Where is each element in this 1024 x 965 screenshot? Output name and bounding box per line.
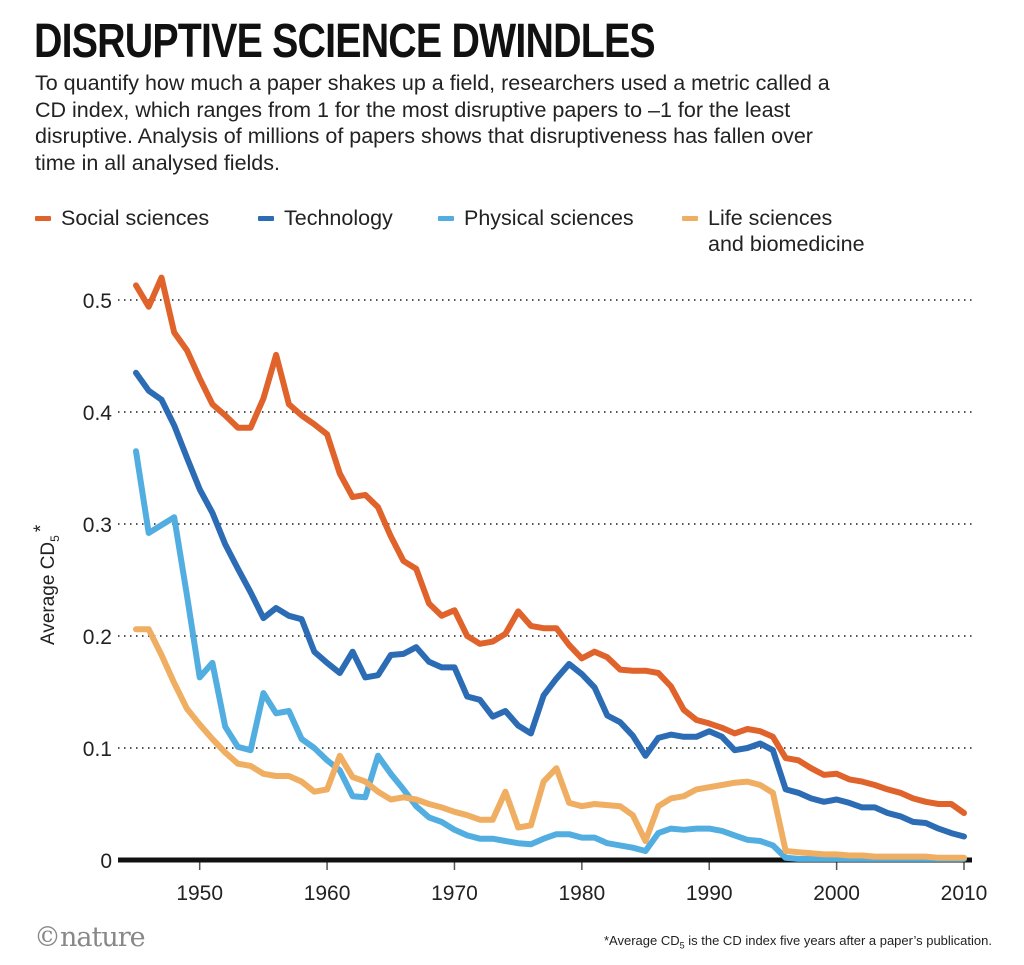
footnote-sub: 5 <box>679 940 685 951</box>
x-tick-label: 1970 <box>431 882 478 905</box>
legend-label: Technology <box>284 206 393 230</box>
x-tick-label: 1950 <box>176 882 223 905</box>
legend-item-physical-sciences: Physical sciences <box>438 205 634 231</box>
legend-item-technology: Technology <box>258 205 393 231</box>
legend-label: Social sciences <box>61 206 210 230</box>
legend-swatch <box>35 216 51 221</box>
series-line-technology <box>133 369 967 840</box>
legend-item-life-sciences: Life sciences and biomedicine <box>682 205 865 257</box>
chart-subtitle: To quantify how much a paper shakes up a… <box>35 71 830 175</box>
nature-logo: ©nature <box>34 922 146 953</box>
y-tick-label: 0.2 <box>83 626 112 649</box>
x-tick-label: 2000 <box>813 882 860 905</box>
footnote: *Average CD5 is the CD index five years … <box>604 933 992 951</box>
x-tick-label: 2010 <box>941 882 988 905</box>
legend-item-social-sciences: Social sciences <box>35 205 209 231</box>
x-tick-label: 1990 <box>686 882 733 905</box>
y-tick-label: 0.3 <box>83 514 112 537</box>
series-line-life-sciences-and-biomedicine <box>133 626 967 861</box>
footnote-text: is the CD index five years after a paper… <box>684 933 992 948</box>
x-tick-label: 1980 <box>558 882 605 905</box>
legend-label: Physical sciences <box>464 206 634 230</box>
y-tick-label: 0.5 <box>83 290 112 313</box>
legend-swatch <box>682 216 698 221</box>
legend-label: Life sciences and biomedicine <box>708 205 865 257</box>
x-tick-label: 1960 <box>304 882 351 905</box>
series-line-social-sciences <box>133 274 967 816</box>
footnote-text: *Average CD <box>603 933 680 948</box>
legend-swatch <box>258 216 274 221</box>
legend-swatch <box>438 216 454 221</box>
chart-title: DISRUPTIVE SCIENCE DWINDLES <box>34 15 656 68</box>
legend-label-line: Life sciences <box>708 206 833 230</box>
y-tick-label: 0 <box>100 850 112 873</box>
series-line-physical-sciences <box>133 448 967 862</box>
y-tick-label: 0.1 <box>83 738 112 761</box>
y-axis-label: Average CD5* <box>31 524 62 645</box>
legend-label-line: and biomedicine <box>708 232 865 256</box>
y-tick-label: 0.4 <box>83 402 113 425</box>
